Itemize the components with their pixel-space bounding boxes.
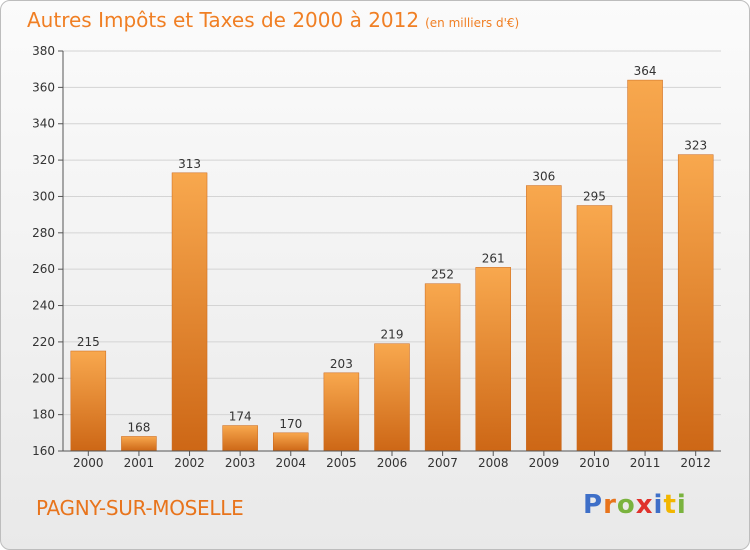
- x-tick-label-2004: 2004: [275, 456, 306, 470]
- proxiti-logo: Proxiti: [583, 490, 687, 520]
- chart-subtitle: (en milliers d'€): [425, 16, 520, 30]
- bar-2012: [677, 154, 714, 452]
- bar-2004: [273, 432, 309, 452]
- x-tick-label-2008: 2008: [478, 456, 509, 470]
- bar-2010: [576, 205, 613, 452]
- logo-letter: i: [676, 490, 687, 520]
- x-tick-label-2007: 2007: [427, 456, 458, 470]
- bar-2009: [526, 185, 562, 452]
- chart-title-text: Autres Impôts et Taxes de 2000 à 2012: [27, 8, 420, 32]
- data-label-2000: 215: [77, 335, 100, 349]
- bar-2003: [222, 425, 258, 452]
- data-label-2011: 364: [634, 64, 657, 78]
- logo-letter: r: [603, 490, 617, 520]
- logo-letter: P: [583, 490, 604, 520]
- y-tick-label: 380: [32, 44, 55, 58]
- data-label-2012: 323: [684, 139, 707, 153]
- x-tick-label-2011: 2011: [630, 456, 661, 470]
- bar-2011: [627, 79, 663, 452]
- bar-2001: [121, 436, 157, 452]
- logo-letter: x: [635, 490, 654, 520]
- bar-2000: [70, 350, 107, 452]
- logo-letter: o: [616, 490, 636, 520]
- x-tick-label-2010: 2010: [579, 456, 610, 470]
- data-label-2010: 295: [583, 190, 606, 204]
- data-label-2009: 306: [532, 170, 555, 184]
- x-tick-label-2012: 2012: [680, 456, 711, 470]
- logo-letter: i: [653, 490, 664, 520]
- logo-letter: t: [663, 490, 677, 520]
- bar-2002: [171, 172, 208, 452]
- chart-title: Autres Impôts et Taxes de 2000 à 2012 (en…: [27, 8, 519, 32]
- data-label-2006: 219: [381, 328, 404, 342]
- y-tick-label: 260: [32, 262, 55, 276]
- x-tick-label-2005: 2005: [326, 456, 357, 470]
- data-label-2002: 313: [178, 157, 201, 171]
- y-tick-label: 240: [32, 299, 55, 313]
- bar-2006: [374, 343, 410, 452]
- y-tick-label: 160: [32, 444, 55, 458]
- y-tick-label: 300: [32, 189, 55, 203]
- bar-2008: [475, 267, 511, 452]
- y-tick-label: 180: [32, 408, 55, 422]
- x-tick-label-2006: 2006: [377, 456, 408, 470]
- y-tick-label: 320: [32, 153, 55, 167]
- bar-2007: [424, 283, 461, 452]
- data-label-2001: 168: [127, 420, 150, 434]
- data-label-2008: 261: [482, 251, 505, 265]
- data-label-2003: 174: [229, 410, 252, 424]
- bar-2005: [323, 372, 360, 452]
- x-tick-label-2001: 2001: [124, 456, 155, 470]
- data-label-2005: 203: [330, 357, 353, 371]
- data-label-2004: 170: [279, 417, 302, 431]
- y-tick-label: 340: [32, 117, 55, 131]
- x-tick-label-2009: 2009: [529, 456, 560, 470]
- x-tick-label-2003: 2003: [225, 456, 256, 470]
- y-tick-label: 220: [32, 335, 55, 349]
- x-tick-label-2000: 2000: [73, 456, 104, 470]
- y-tick-label: 280: [32, 226, 55, 240]
- town-name: PAGNY-SUR-MOSELLE: [36, 496, 244, 520]
- y-tick-label: 360: [32, 80, 55, 94]
- x-tick-label-2002: 2002: [174, 456, 205, 470]
- data-label-2007: 252: [431, 268, 454, 282]
- y-tick-label: 200: [32, 371, 55, 385]
